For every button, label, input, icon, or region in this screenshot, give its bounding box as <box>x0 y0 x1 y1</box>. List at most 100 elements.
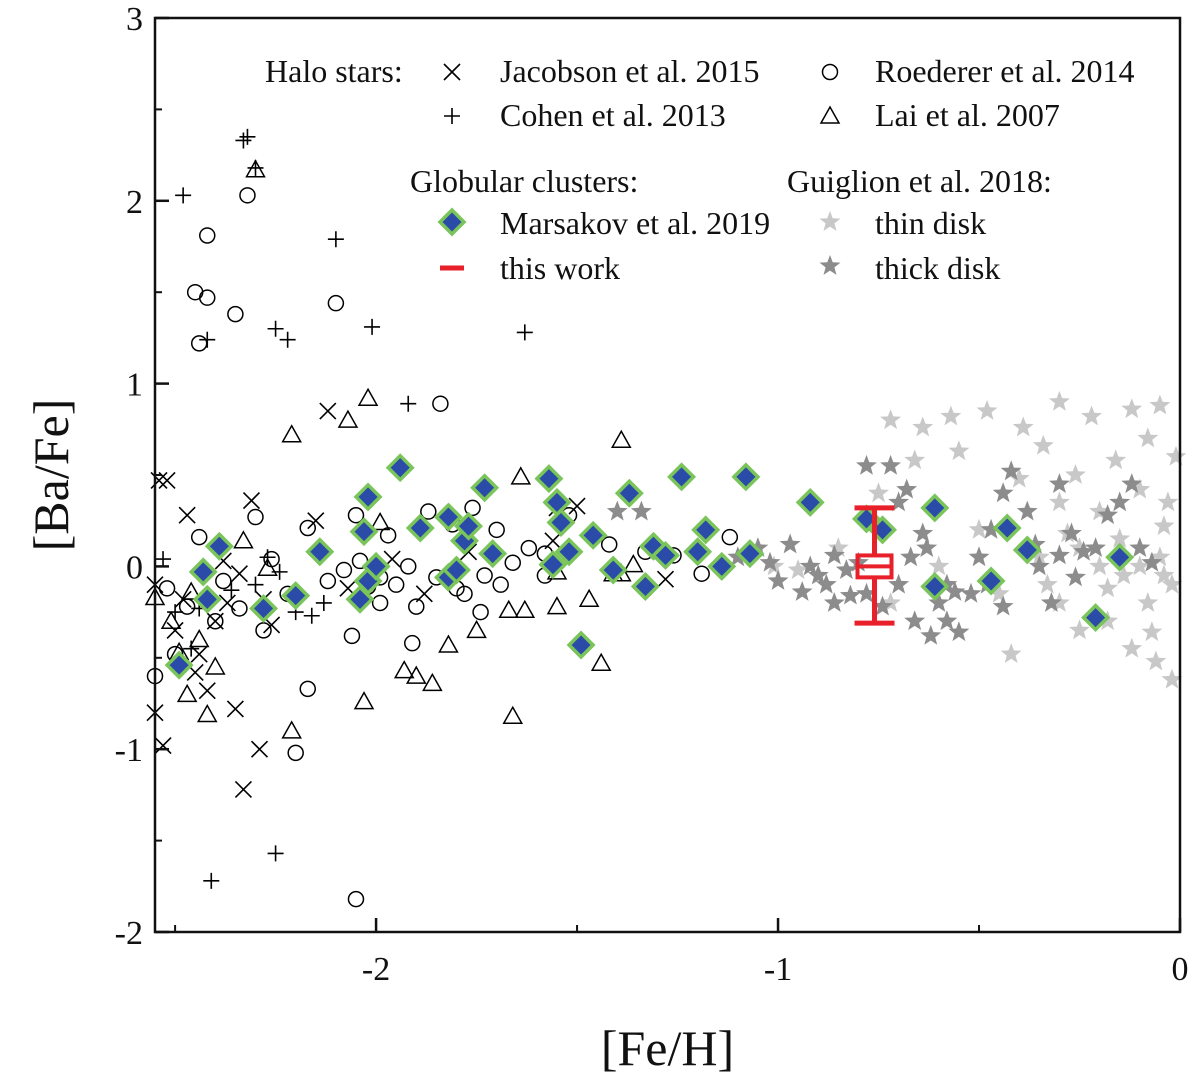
legend-label-marsakov-et-al-2019: Marsakov et al. 2019 <box>500 205 770 241</box>
point-thick-disk <box>815 573 837 594</box>
point-roederer-et-al-2014 <box>199 289 216 306</box>
point-thick-disk <box>1065 566 1086 587</box>
point-marsakov-et-al-2019 <box>164 650 194 680</box>
plot-frame <box>153 16 1182 934</box>
point-thin-disk <box>1161 668 1183 689</box>
point-thick-disk <box>992 482 1014 503</box>
point-thick-disk <box>839 584 861 605</box>
legend-marker-jacobson-et-al-2015 <box>443 63 461 81</box>
point-thin-disk <box>1105 449 1127 470</box>
point-roederer-et-al-2014 <box>158 580 176 597</box>
point-cohen-et-al-2013 <box>199 331 216 348</box>
point-roederer-et-al-2014 <box>207 612 224 630</box>
point-thin-disk <box>1069 537 1090 557</box>
point-roederer-et-al-2014 <box>247 508 264 526</box>
point-cohen-et-al-2013 <box>247 576 264 593</box>
point-jacobson-et-al-2015 <box>242 492 261 510</box>
point-marsakov-et-al-2019 <box>976 566 1006 596</box>
point-jacobson-et-al-2015 <box>568 497 586 515</box>
point-marsakov-et-al-2019 <box>707 551 737 581</box>
point-marsakov-et-al-2019 <box>683 537 713 567</box>
point-thick-disk <box>1040 592 1062 612</box>
legend-marker-cohen-et-al-2013 <box>444 108 460 124</box>
point-marsakov-et-al-2019 <box>731 462 761 492</box>
point-thick-disk <box>1109 491 1131 512</box>
point-lai-et-al-2007 <box>502 705 524 725</box>
point-thin-disk <box>1089 555 1111 576</box>
point-marsakov-et-al-2019 <box>441 555 471 585</box>
point-lai-et-al-2007 <box>393 660 415 679</box>
point-jacobson-et-al-2015 <box>226 700 244 718</box>
point-thin-disk <box>912 416 934 437</box>
point-marsakov-et-al-2019 <box>405 513 435 543</box>
x-axis-label: [Fe/H] <box>601 1020 734 1076</box>
point-roederer-et-al-2014 <box>215 572 232 590</box>
point-roederer-et-al-2014 <box>404 634 421 652</box>
point-lai-et-al-2007 <box>590 652 612 672</box>
point-marsakov-et-al-2019 <box>566 630 596 660</box>
point-roederer-et-al-2014 <box>464 499 481 517</box>
legend-label-cohen-et-al-2013: Cohen et al. 2013 <box>500 97 726 133</box>
point-roederer-et-al-2014 <box>263 550 280 568</box>
point-cohen-et-al-2013 <box>247 159 264 176</box>
point-thin-disk <box>880 592 901 612</box>
point-thin-disk <box>1065 464 1086 484</box>
axis-ticks <box>155 16 1182 934</box>
point-lai-et-al-2007 <box>196 703 218 723</box>
point-thin-disk <box>827 537 849 557</box>
point-thick-disk <box>856 454 877 475</box>
point-roederer-et-al-2014 <box>399 558 417 575</box>
point-thick-disk <box>928 592 950 612</box>
point-thick-disk <box>1085 537 1106 557</box>
point-thick-disk <box>888 491 910 512</box>
point-marsakov-et-al-2019 <box>691 515 721 545</box>
point-thick-disk <box>900 546 922 567</box>
point-thick-disk <box>1028 555 1050 576</box>
point-thick-disk <box>1024 533 1046 554</box>
point-thick-disk <box>799 555 821 576</box>
legend-marker-marsakov-et-al-2019 <box>437 207 467 237</box>
point-thin-disk <box>988 582 1010 603</box>
point-thick-disk <box>936 610 958 631</box>
point-jacobson-et-al-2015 <box>307 512 325 530</box>
point-thin-disk <box>1109 528 1131 548</box>
point-thin-disk <box>1032 434 1054 455</box>
point-thin-disk <box>1089 500 1111 521</box>
point-cohen-et-al-2013 <box>279 331 296 348</box>
x-tick-label: -1 <box>764 951 792 988</box>
point-marsakov-et-al-2019 <box>470 473 500 503</box>
point-jacobson-et-al-2015 <box>150 471 168 490</box>
point-roederer-et-al-2014 <box>347 890 365 908</box>
point-thin-disk <box>880 409 901 430</box>
point-thin-disk <box>1157 491 1179 512</box>
point-lai-et-al-2007 <box>357 387 379 406</box>
point-lai-et-al-2007 <box>233 530 254 549</box>
point-jacobson-et-al-2015 <box>154 736 172 755</box>
point-cohen-et-al-2013 <box>267 320 284 337</box>
point-thick-disk <box>960 582 982 603</box>
point-thin-disk <box>1153 564 1175 585</box>
point-thick-disk <box>807 564 829 585</box>
point-cohen-et-al-2013 <box>155 551 172 568</box>
tick-labels: -2 -1 0 -2 -1 0 1 2 3 <box>115 1 1189 988</box>
point-lai-et-al-2007 <box>160 610 182 629</box>
point-cohen-et-al-2013 <box>364 318 381 335</box>
point-lai-et-al-2007 <box>498 599 520 619</box>
point-roederer-et-al-2014 <box>432 395 449 412</box>
point-thick-disk <box>779 533 801 554</box>
legend: Halo stars: Jacobson et al. 2015 Roederer … <box>265 53 1134 286</box>
point-marsakov-et-al-2019 <box>534 464 564 494</box>
point-marsakov-et-al-2019 <box>546 508 576 538</box>
point-thick-disk <box>1073 540 1094 561</box>
point-marsakov-et-al-2019 <box>249 593 279 623</box>
legend-label-thin-disk: thin disk <box>875 205 986 241</box>
point-thick-disk <box>1121 473 1143 493</box>
point-thick-disk <box>835 559 857 579</box>
point-marsakov-et-al-2019 <box>188 557 218 587</box>
point-marsakov-et-al-2019 <box>651 540 680 570</box>
point-marsakov-et-al-2019 <box>795 487 825 517</box>
point-thick-disk <box>727 546 749 567</box>
point-lai-et-al-2007 <box>623 554 644 573</box>
point-roederer-et-al-2014 <box>190 335 208 352</box>
point-roederer-et-al-2014 <box>520 539 538 557</box>
